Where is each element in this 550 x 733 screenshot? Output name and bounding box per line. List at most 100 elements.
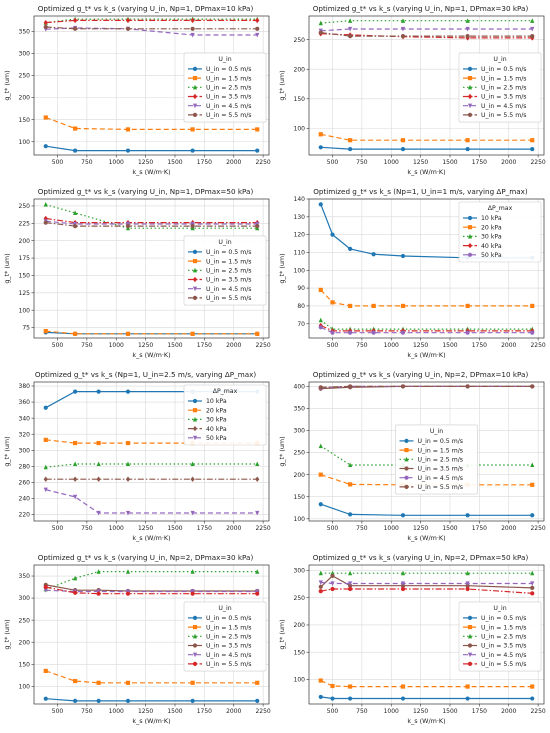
legend-label: U_in = 3.5 m/s xyxy=(481,94,527,101)
data-point xyxy=(400,34,406,39)
x-tick-label: 2250 xyxy=(530,525,545,532)
x-tick-label: 1000 xyxy=(384,525,399,532)
x-tick-label: 2250 xyxy=(255,342,270,349)
legend-label: 20 kPa xyxy=(481,224,502,231)
y-tick-label: 300 xyxy=(19,595,31,602)
y-tick-label: 350 xyxy=(19,573,31,580)
data-point xyxy=(96,569,101,574)
x-axis-label: k_s (W/m·K) xyxy=(407,534,445,542)
data-point xyxy=(73,494,78,500)
data-point xyxy=(330,696,335,701)
legend-item: U_in = 0.5 m/s xyxy=(188,66,252,73)
legend: U_in U_in = 0.5 m/s U_in = 1.5 m/s U_in = 2… xyxy=(395,424,478,495)
series-1 xyxy=(318,694,535,701)
data-point xyxy=(530,482,535,487)
data-point xyxy=(96,440,101,446)
x-tick-label: 1250 xyxy=(138,159,153,166)
data-point xyxy=(530,330,535,335)
chart-title: Optimized g_t* vs k_s (Np=1, U_in=2.5 m/… xyxy=(35,370,257,379)
legend-item: U_in = 5.5 m/s xyxy=(188,112,252,119)
series-line xyxy=(45,18,258,24)
series-line xyxy=(45,698,258,702)
legend-title: U_in xyxy=(218,56,231,63)
data-point xyxy=(190,224,195,229)
chart-title: Optimized g_t* vs k_s (varying U_in, Np=… xyxy=(38,4,254,13)
data-point xyxy=(318,202,323,207)
data-point xyxy=(73,17,78,24)
legend-label: U_in = 4.5 m/s xyxy=(481,652,527,659)
data-point xyxy=(348,26,353,32)
x-tick-label: 2250 xyxy=(255,525,270,532)
x-tick-label: 500 xyxy=(52,708,64,715)
data-point xyxy=(255,148,260,153)
legend-item: U_in = 5.5 m/s xyxy=(188,661,252,668)
legend-label: 30 kPa xyxy=(481,234,502,241)
chart-panel-2: Optimized g_t* vs k_s (varying U_in, Np=… xyxy=(278,4,546,176)
legend-item: U_in = 5.5 m/s xyxy=(399,484,463,491)
data-point xyxy=(530,684,535,689)
x-tick-label: 2000 xyxy=(501,342,516,349)
data-point xyxy=(330,573,335,579)
data-point xyxy=(371,330,376,335)
x-tick-label: 2000 xyxy=(226,159,241,166)
legend-swatch-marker xyxy=(467,76,473,81)
legend-item: U_in = 2.5 m/s xyxy=(463,85,527,92)
data-point xyxy=(330,581,335,587)
data-point xyxy=(96,680,101,685)
series-1 xyxy=(318,502,535,518)
legend-label: U_in = 4.5 m/s xyxy=(418,475,464,482)
series-line xyxy=(45,204,258,229)
x-tick-label: 1500 xyxy=(167,342,182,349)
x-tick-label: 1250 xyxy=(413,342,428,349)
data-point xyxy=(465,570,470,576)
legend-label: U_in = 2.5 m/s xyxy=(206,268,252,275)
data-point xyxy=(318,287,323,292)
x-tick-label: 2250 xyxy=(530,159,545,166)
legend: U_in U_in = 0.5 m/s U_in = 1.5 m/s U_in = 2… xyxy=(458,52,542,123)
data-point xyxy=(318,584,323,589)
data-point xyxy=(73,331,78,336)
chart-title: Optimized g_t* vs k_s (varying U_in, Np=… xyxy=(313,4,529,13)
y-tick-label: 150 xyxy=(19,117,31,124)
data-point xyxy=(465,330,470,335)
data-point xyxy=(400,696,406,701)
series-6 xyxy=(43,584,260,596)
legend-swatch-marker xyxy=(192,93,198,100)
legend-label: 40 kPa xyxy=(206,426,227,433)
legend-swatch-marker xyxy=(192,398,198,404)
chart-panel-5: Optimized g_t* vs k_s (Np=1, U_in=2.5 m/… xyxy=(3,370,271,542)
y-tick-label: 110 xyxy=(294,250,306,257)
x-tick-label: 1750 xyxy=(472,525,487,532)
data-point xyxy=(330,300,335,305)
data-point xyxy=(73,698,78,704)
legend-swatch-marker xyxy=(192,286,198,292)
series-line xyxy=(320,20,533,24)
data-point xyxy=(348,384,353,389)
data-point xyxy=(348,570,353,576)
series-4 xyxy=(318,573,535,590)
data-point xyxy=(348,146,353,152)
x-tick-label: 750 xyxy=(356,159,368,166)
series-3 xyxy=(43,461,260,470)
legend-item: U_in = 0.5 m/s xyxy=(399,438,463,445)
series-2 xyxy=(43,328,260,336)
data-point xyxy=(190,26,195,31)
data-point xyxy=(465,34,470,39)
x-tick-label: 1000 xyxy=(109,525,124,532)
data-point xyxy=(348,138,353,143)
legend-label: U_in = 3.5 m/s xyxy=(206,643,252,650)
legend-item: U_in = 3.5 m/s xyxy=(188,277,252,284)
x-axis-label: k_s (W/m·K) xyxy=(132,717,170,725)
data-point xyxy=(530,570,535,576)
x-tick-label: 2000 xyxy=(501,525,516,532)
legend-swatch-marker xyxy=(467,93,473,100)
y-tick-label: 150 xyxy=(19,661,31,668)
data-point xyxy=(73,590,78,595)
legend-label: U_in = 2.5 m/s xyxy=(206,634,252,641)
data-point xyxy=(530,696,535,701)
data-point xyxy=(96,461,101,467)
legend-swatch-marker xyxy=(467,652,473,658)
data-point xyxy=(125,461,131,467)
legend-item: U_in = 4.5 m/s xyxy=(188,652,252,659)
y-tick-label: 90 xyxy=(297,285,305,292)
